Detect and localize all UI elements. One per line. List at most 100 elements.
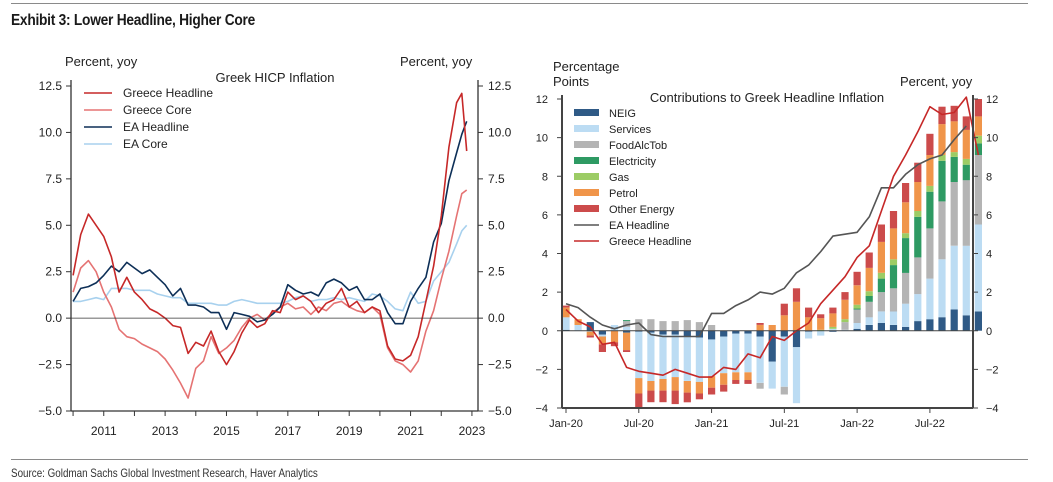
y-tick-label-right: 4 [986,249,992,261]
y-tick-label-left: 12.5 [39,79,63,93]
series-line-greece-headline [565,96,980,378]
x-tick-label: 2015 [213,424,240,438]
bar-segment-other-energy [877,224,885,242]
bar-segment-services [792,347,801,404]
y-tick-label-right: −2.5 [488,358,512,372]
legend-label: NEIG [609,108,636,120]
y-tick-label-left: 10 [536,133,548,145]
bar-segment-neig [647,330,655,333]
y-tick-label-left: 12 [536,94,548,106]
bar-segment-petrol [659,379,667,391]
y-tick-label-left: 2.5 [45,265,62,279]
x-tick-label: Jan-21 [695,418,729,430]
bar-segment-foodalctob [695,322,703,331]
bar-segment-gas [914,211,922,217]
bar-segment-gas [938,155,946,161]
bar-segment-other-energy [865,252,873,268]
bar-segment-petrol [902,202,910,234]
y-tick-label-left: 5.0 [45,218,62,232]
legend-swatch [574,189,599,196]
bar-segment-foodalctob [962,180,970,246]
bar-segment-other-energy [829,307,837,314]
y-tick-label-left: −5.0 [38,404,62,418]
bar-segment-electricity [914,216,922,258]
bar-segment-gas [889,259,898,266]
bar-segment-services [756,336,764,383]
bar-segment-petrol [974,116,982,136]
source-note: Source: Goldman Sachs Global Investment … [11,466,318,480]
bar-segment-other-energy [623,350,631,352]
bar-segment-foodalctob [865,301,873,318]
bar-segment-petrol [829,313,837,327]
bar-segment-neig [950,309,958,331]
bar-segment-petrol [562,307,570,318]
bar-segment-petrol [962,129,970,159]
bar-segment-other-energy [780,303,788,316]
bar-segment-services [950,245,958,310]
bar-segment-petrol [586,331,594,336]
legend-label: Services [609,124,652,136]
bar-segment-foodalctob [780,386,788,395]
bar-segment-services [902,303,910,327]
bar-segment-other-energy [647,390,655,403]
bar-segment-neig [865,325,873,331]
legend-label: Electricity [609,156,657,168]
x-tick-label: Jul-20 [624,418,654,430]
bar-segment-electricity [865,296,873,302]
bar-segment-foodalctob [889,288,898,312]
bar-segment-neig [708,330,716,340]
bar-segment-services [562,317,570,330]
y-tick-label-right: 10 [986,133,998,145]
exhibit-title: Exhibit 3: Lower Headline, Higher Core [11,12,256,29]
legend-swatch [574,141,599,148]
bar-segment-foodalctob [841,322,849,330]
bar-segment-neig [877,323,885,331]
bar-segment-other-energy [938,106,946,125]
bar-segment-petrol [792,301,801,331]
y-tick-label-right: 2.5 [488,265,505,279]
legend-label: Greece Headline [123,86,213,100]
bar-segment-gas [950,152,958,157]
x-tick-label: Jul-22 [915,418,945,430]
x-tick-label: Jan-22 [840,418,874,430]
bar-segment-gas [853,304,861,309]
y-tick-label-left: 4 [542,249,548,261]
bar-segment-other-energy [962,116,970,130]
y-tick-label-left: 2 [542,287,548,299]
bar-segment-other-energy [926,133,934,155]
bar-segment-services [914,294,922,322]
bar-segment-petrol [683,381,691,393]
bar-segment-services [610,325,619,331]
legend-label: FoodAlcTob [609,140,667,152]
bar-segment-services [574,325,582,331]
bar-segment-services [683,336,691,381]
x-tick-label: 2017 [274,424,301,438]
y-tick-label-left: 0 [542,326,548,338]
series-line-ea-headline [72,121,468,331]
bar-segment-other-energy [586,335,594,338]
bar-segment-services [708,339,716,377]
bar-segment-petrol [841,299,849,320]
y-tick-label-right: 12.5 [488,79,512,93]
bar-segment-petrol [768,325,776,331]
bar-segment-electricity [623,320,631,322]
bar-segment-electricity [938,160,946,202]
y-tick-label-left: 0.0 [45,311,62,325]
bar-segment-other-energy [853,271,861,286]
y-tick-label-right: 0.0 [488,311,505,325]
y-tick-label-right: 7.5 [488,172,505,186]
bar-segment-services [865,317,873,325]
bar-segment-foodalctob [914,257,922,295]
bar-segment-services [926,278,934,320]
bar-segment-services [659,334,667,379]
bar-segment-petrol [635,378,643,394]
bar-segment-neig [768,330,776,362]
bar-segment-petrol [720,373,728,385]
y-tick-label-right: 10.0 [488,125,512,139]
y-tick-label-right: 6 [986,210,992,222]
bar-segment-petrol [623,332,631,351]
bar-segment-services [647,332,655,381]
bar-segment-electricity [974,143,982,155]
legend-swatch [574,205,599,212]
bar-segment-petrol [732,372,740,380]
